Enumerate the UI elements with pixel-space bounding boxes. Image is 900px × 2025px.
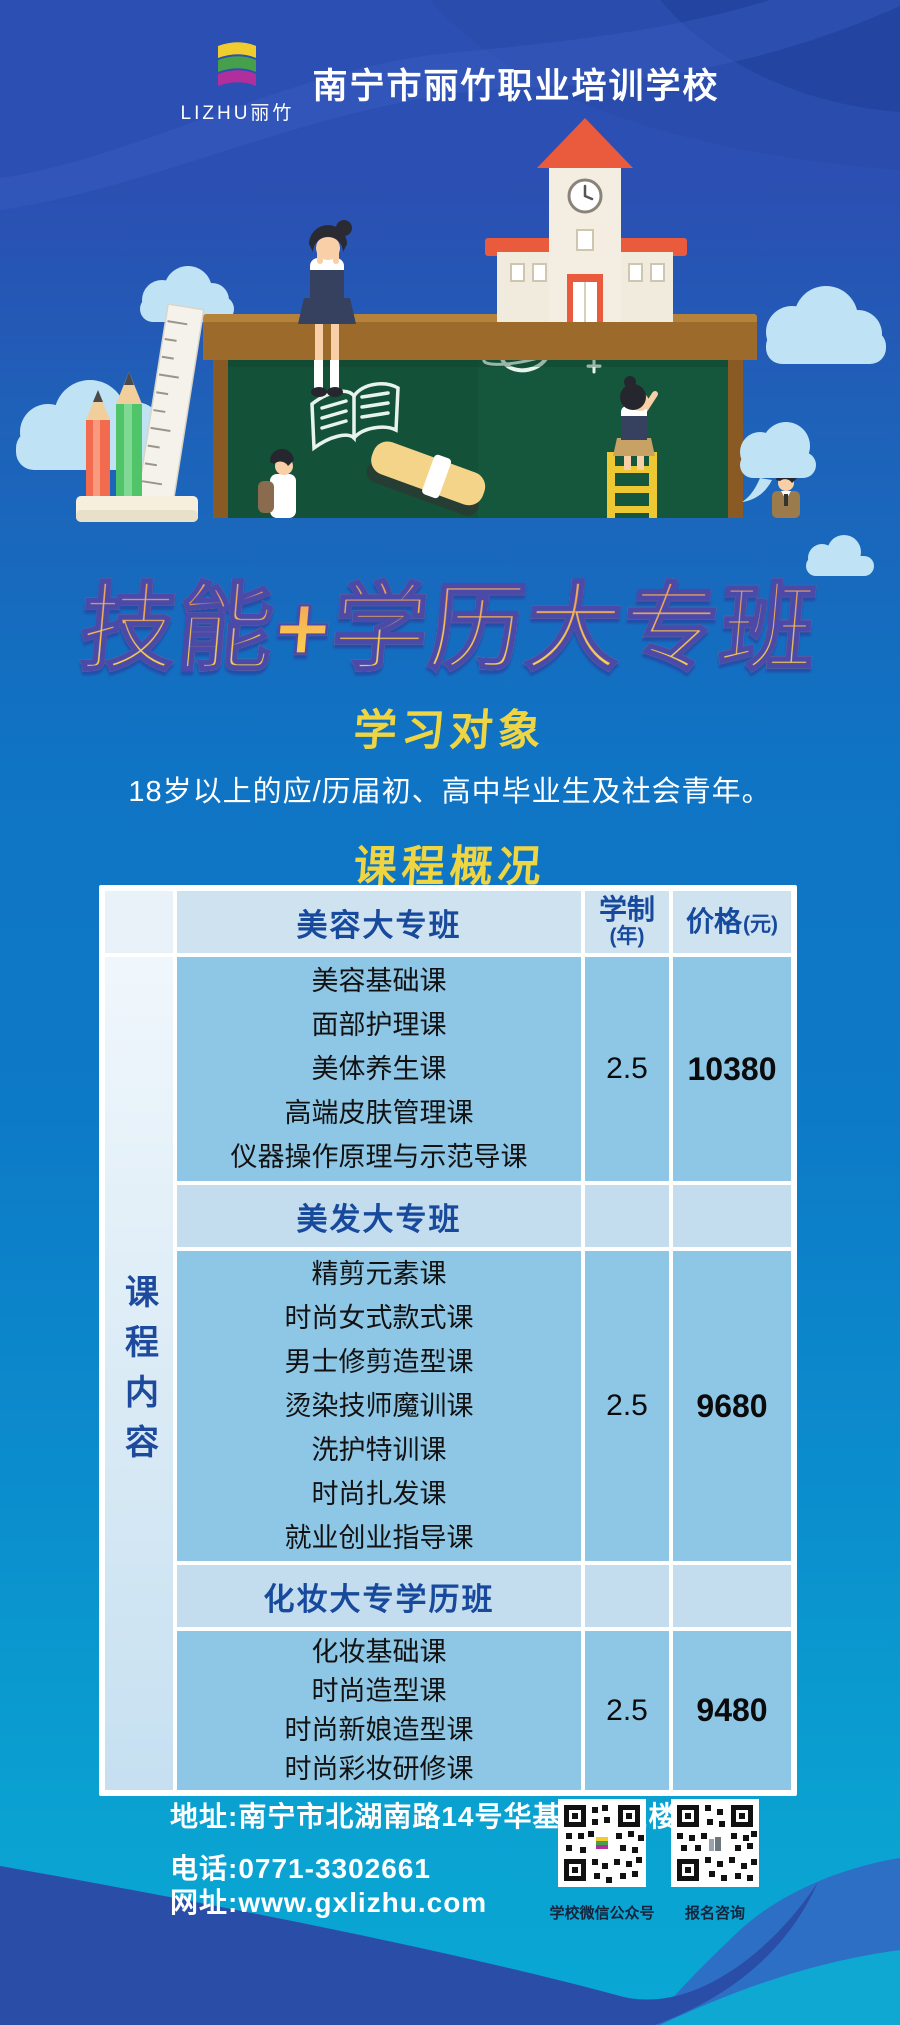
- sitting-girl: [298, 220, 356, 397]
- logo-flag-icon: [218, 42, 257, 86]
- program-header-makeup: 化妆大专学历班: [177, 1565, 581, 1627]
- blackboard-top-bar: [203, 314, 757, 367]
- school-building: [485, 118, 687, 322]
- cloud-speech-bubble: [740, 422, 816, 502]
- beauty-duration-cell: 2.5: [585, 957, 669, 1181]
- boy-right: [772, 471, 800, 518]
- beauty-courses-cell: 美容基础课 面部护理课 美体养生课 高端皮肤管理课 仪器操作原理与示范导课: [177, 957, 581, 1181]
- hair-header-price-cell: [673, 1185, 791, 1247]
- hair-courses: 精剪元素课 时尚女式款式课 男士修剪造型课 烫染技师魔训课 洗护特训课 时尚扎发…: [284, 1259, 474, 1553]
- writing-girl: [607, 376, 658, 518]
- program-name: 美容大专班: [296, 907, 462, 943]
- boy-backpack: [258, 448, 296, 518]
- makeup-duration-cell: 2.5: [585, 1631, 669, 1790]
- bottom-wave: [0, 1858, 900, 2025]
- logo: LIZHU丽竹: [181, 42, 295, 125]
- hair-price-cell: 9680: [673, 1251, 791, 1561]
- beauty-price-cell: 10380: [673, 957, 791, 1181]
- duration-header-label: 学制: [598, 894, 655, 925]
- qr-signup-label: 报名咨询: [684, 1905, 745, 1922]
- table-corner-cell: [105, 891, 173, 953]
- hair-header-duration-cell: [585, 1185, 669, 1247]
- header: LIZHU丽竹 南宁市丽竹职业培训学校: [0, 42, 900, 125]
- beauty-courses: 美容基础课 面部护理课 美体养生课 高端皮肤管理课 仪器操作原理与示范导课: [230, 966, 528, 1172]
- program-header-hair: 美发大专班: [177, 1185, 581, 1247]
- program-name: 美发大专班: [296, 1201, 462, 1237]
- main-title-text: 技能+学历大专班: [75, 552, 824, 689]
- audience-text: 18岁以上的应/历届初、高中毕业生及社会青年。: [128, 776, 772, 808]
- column-header-duration: 学制 (年): [585, 891, 669, 953]
- hair-duration: 2.5: [606, 1389, 648, 1422]
- chalk-book-doodle: [310, 382, 400, 452]
- top-background-swirl: [0, 0, 900, 210]
- main-title: 技能+学历大专班: [0, 552, 900, 689]
- hair-duration-cell: 2.5: [585, 1251, 669, 1561]
- duration-header-unit: (年): [609, 925, 645, 948]
- beauty-duration: 2.5: [606, 1052, 648, 1085]
- program-name: 化妆大专学历班: [263, 1581, 495, 1617]
- cloud-right-small: [806, 535, 874, 576]
- footer-contact: 地址:南宁市北湖南路14号华基大厦三楼 电话:0771-3302661 网址:w…: [170, 1800, 677, 1920]
- footer-phone: 电话:0771-3302661: [170, 1853, 431, 1884]
- makeup-price: 9480: [696, 1692, 768, 1728]
- course-table: 课程内容 美容大专班 学制 (年) 价格 (元) 美容基础课 面部护理课 美体养…: [99, 885, 797, 1796]
- makeup-header-price-cell: [673, 1565, 791, 1627]
- makeup-duration: 2.5: [606, 1693, 648, 1727]
- hair-price: 9680: [696, 1387, 768, 1424]
- eraser: [366, 441, 486, 516]
- qr-signup: [671, 1799, 759, 1887]
- course-content-label: 课程内容: [119, 1273, 158, 1474]
- price-header-label: 价格: [685, 906, 742, 937]
- column-header-price: 价格 (元): [673, 891, 791, 953]
- hero-illustration: [16, 118, 886, 576]
- price-header-unit: (元): [743, 913, 778, 936]
- makeup-courses: 化妆基础课 时尚造型课 时尚新娘造型课 时尚彩妆研修课: [284, 1636, 474, 1784]
- program-header-beauty: 美容大专班: [177, 891, 581, 953]
- school-name: 南宁市丽竹职业培训学校: [312, 67, 720, 106]
- makeup-header-duration-cell: [585, 1565, 669, 1627]
- makeup-price-cell: 9480: [673, 1631, 791, 1790]
- course-content-label-cell: 课程内容: [105, 957, 173, 1790]
- pencil-green-icon: [116, 372, 142, 502]
- cloud-right-big: [766, 286, 886, 364]
- stationery: [76, 303, 205, 522]
- hair-courses-cell: 精剪元素课 时尚女式款式课 男士修剪造型课 烫染技师魔训课 洗护特训课 时尚扎发…: [177, 1251, 581, 1561]
- beauty-price: 10380: [687, 1050, 777, 1087]
- qr-signup-icon: [671, 1799, 759, 1887]
- makeup-courses-cell: 化妆基础课 时尚造型课 时尚新娘造型课 时尚彩妆研修课: [177, 1631, 581, 1790]
- footer-website: 网址:www.gxlizhu.com: [170, 1887, 488, 1918]
- logo-wordmark: LIZHU丽竹: [180, 103, 295, 124]
- qr-wechat-icon: [558, 1799, 646, 1887]
- pencil-orange-icon: [86, 390, 110, 502]
- audience-heading: 学习对象: [352, 707, 548, 755]
- qr-wechat: [558, 1799, 646, 1887]
- qr-wechat-label: 学校微信公众号: [549, 1905, 655, 1922]
